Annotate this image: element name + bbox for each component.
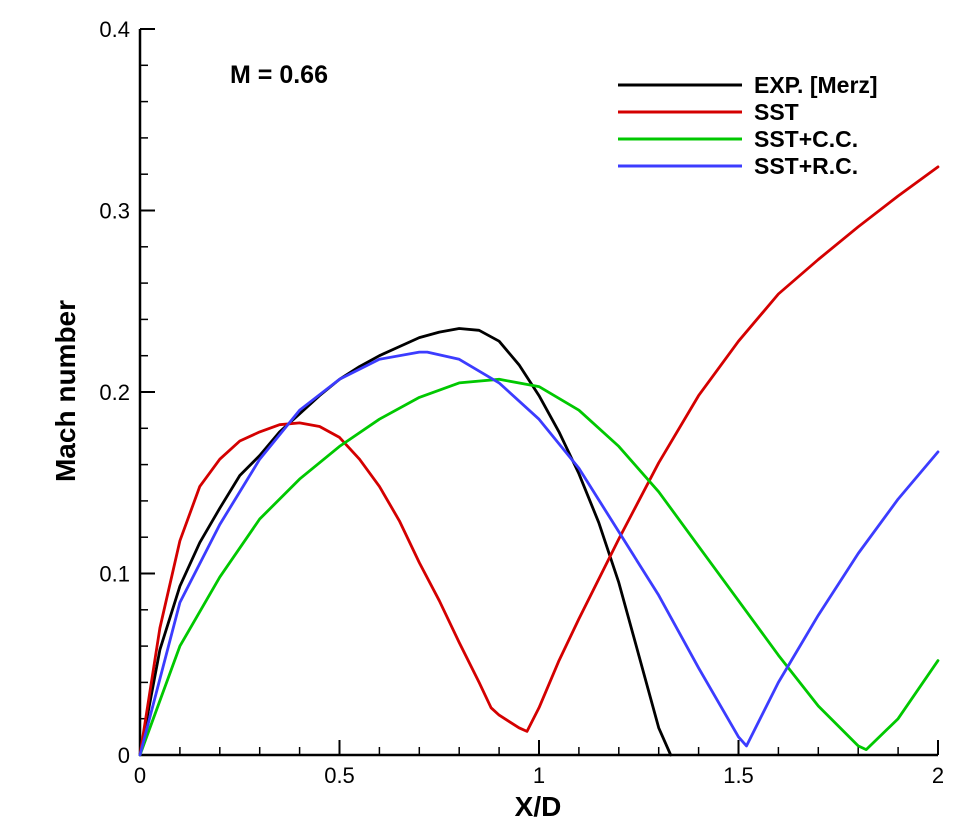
y-tick-label: 0 (118, 743, 130, 768)
series-layer (138, 165, 940, 757)
y-tick-label: 0.2 (99, 380, 130, 405)
legend-label-2: SST (754, 99, 799, 125)
series-line-2 (138, 165, 940, 757)
y-tick-label: 0.1 (99, 562, 130, 587)
x-tick-label: 2 (932, 763, 944, 788)
y-tick-label: 0.4 (99, 17, 130, 42)
legend-label-4: SST+R.C. (754, 153, 858, 179)
annotation-mach: M = 0.66 (230, 61, 328, 89)
x-axis-label: X/D (515, 791, 562, 822)
legend-label-1: EXP. [Merz] (754, 72, 878, 98)
x-tick-label: 0.5 (324, 763, 355, 788)
series-line-4 (138, 350, 940, 757)
x-tick-label: 0 (134, 763, 146, 788)
series-line-1 (138, 327, 673, 757)
axes: 0 0.5 1 1.5 2 0 0.1 0.2 0.3 0.4 (99, 17, 944, 788)
series-line-3 (138, 377, 940, 757)
legend-label-3: SST+C.C. (754, 126, 858, 152)
y-tick-label: 0.3 (99, 199, 130, 224)
y-axis-label: Mach number (50, 300, 81, 482)
x-tick-label: 1 (533, 763, 545, 788)
x-tick-label: 1.5 (723, 763, 754, 788)
